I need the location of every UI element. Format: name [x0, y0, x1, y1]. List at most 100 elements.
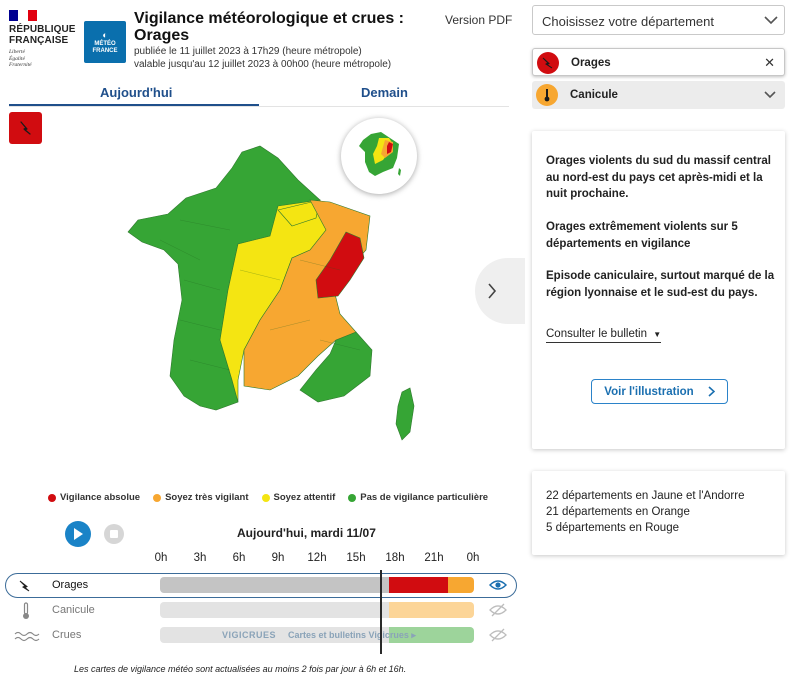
- active-tab-indicator: [9, 104, 259, 106]
- hour-tick: 3h: [193, 552, 207, 564]
- waves-icon: [14, 627, 40, 645]
- eye-slash-icon[interactable]: [489, 603, 507, 617]
- timeline-segment: [388, 602, 474, 618]
- tab-divider: [9, 106, 509, 107]
- update-footnote: Les cartes de vigilance météo sont actua…: [74, 664, 407, 674]
- storm-phenomenon-badge[interactable]: [9, 112, 42, 144]
- hour-tick: 18h: [385, 552, 405, 564]
- vigicrues-logo: VIGICRUES: [222, 630, 277, 640]
- thermometer-icon: [536, 84, 558, 106]
- hour-tick: 6h: [232, 552, 246, 564]
- vigicrues-link[interactable]: Cartes et bulletins Vigicrues ▸: [288, 630, 416, 640]
- motto-fraternite: Fraternité: [9, 62, 32, 68]
- hour-tick: 15h: [346, 552, 366, 564]
- filter-pill-label: Canicule: [570, 89, 618, 101]
- republic-name-line1: RÉPUBLIQUE: [9, 24, 76, 35]
- view-illustration-button[interactable]: Voir l'illustration: [591, 379, 728, 404]
- bulletin-paragraph: Orages extrêmement violents sur 5 départ…: [546, 221, 738, 250]
- timeline-bar-crues[interactable]: [160, 627, 474, 643]
- timeline-bar-orages[interactable]: [160, 577, 474, 593]
- row-label-canicule[interactable]: Canicule: [52, 604, 95, 616]
- close-icon[interactable]: ✕: [764, 55, 775, 70]
- department-count-card: 22 départements en Jaune et l'Andorre 21…: [532, 471, 785, 555]
- map-department-border: [159, 219, 361, 371]
- red-dot-icon: [48, 493, 56, 502]
- meteo-france-mark-icon: ◐: [102, 30, 108, 40]
- consult-bulletin-link[interactable]: Consulter le bulletin ▼: [546, 328, 662, 343]
- french-flag-icon: [9, 10, 37, 21]
- timeline-segment: [160, 627, 389, 643]
- page-title-line1: Vigilance météorologique et crues :: [134, 10, 404, 27]
- thermometer-icon: [17, 602, 35, 620]
- timeline-segment: [160, 577, 389, 593]
- legend-item-red: Vigilance absolue: [48, 492, 140, 503]
- row-label-crues[interactable]: Crues: [52, 629, 82, 641]
- timeline-bar-canicule[interactable]: [160, 602, 474, 618]
- hour-tick: 12h: [307, 552, 327, 564]
- published-date: publiée le 11 juillet 2023 à 17h29 (heur…: [134, 46, 362, 57]
- orange-dot-icon: [153, 493, 162, 502]
- chevron-right-icon: [708, 386, 715, 397]
- legend-label-orange: Soyez très vigilant: [165, 492, 249, 503]
- bulletin-paragraph: Episode caniculaire, surtout marqué de l…: [546, 270, 775, 299]
- filter-pill-canicule[interactable]: Canicule: [532, 81, 785, 109]
- consult-bulletin-label: Consulter le bulletin: [546, 328, 648, 340]
- meteo-logo-line2: FRANCE: [92, 48, 118, 54]
- tab-today[interactable]: Aujourd'hui: [100, 85, 173, 100]
- eye-slash-icon[interactable]: [489, 628, 507, 642]
- page-title-line2: Orages: [134, 27, 190, 44]
- bulletin-summary-card: Orages violents du sud du massif central…: [532, 131, 785, 449]
- count-red: 5 départements en Rouge: [546, 522, 679, 534]
- pdf-version-link[interactable]: Version PDF: [445, 13, 513, 27]
- chevron-down-icon: [764, 91, 776, 99]
- bulletin-paragraph: Orages violents du sud du massif central…: [546, 155, 771, 200]
- play-button[interactable]: [65, 521, 91, 547]
- mini-france-map-icon: [359, 132, 401, 176]
- caret-down-icon: ▼: [653, 330, 662, 339]
- view-illustration-label: Voir l'illustration: [604, 385, 694, 398]
- lightning-icon: [17, 577, 35, 595]
- legend-label-red: Vigilance absolue: [60, 492, 141, 503]
- chevron-down-icon: [764, 16, 778, 25]
- hour-tick: 21h: [424, 552, 444, 564]
- timeline-date-label: Aujourd'hui, mardi 11/07: [237, 526, 376, 540]
- hour-tick: 0h: [466, 552, 480, 564]
- selected-row-highlight: [5, 573, 517, 598]
- france-vigilance-map[interactable]: [120, 140, 430, 460]
- motto-liberte: Liberté: [9, 49, 25, 55]
- eye-icon[interactable]: [489, 578, 507, 592]
- vigicrues-overlay[interactable]: VIGICRUES Cartes et bulletins Vigicrues …: [222, 630, 416, 641]
- overview-inset-map[interactable]: [341, 118, 417, 194]
- map-region-corsica[interactable]: [395, 387, 415, 441]
- page-title: Vigilance météorologique et crues : Orag…: [134, 10, 414, 44]
- department-select[interactable]: Choisissez votre département: [532, 5, 785, 35]
- meteo-france-logo[interactable]: ◐ MÉTÉO FRANCE: [84, 21, 126, 63]
- map-region-green-southeast[interactable]: [299, 331, 373, 403]
- time-cursor[interactable]: [380, 570, 382, 654]
- next-map-button[interactable]: [475, 258, 525, 324]
- yellow-dot-icon: [261, 493, 270, 502]
- tab-tomorrow[interactable]: Demain: [361, 85, 408, 100]
- republique-francaise-logo: RÉPUBLIQUE FRANÇAISE Liberté Égalité Fra…: [9, 10, 75, 69]
- map-legend: Vigilance absolue Soyez très vigilant So…: [48, 492, 488, 503]
- lightning-icon: [19, 121, 31, 135]
- timeline-segment: [160, 602, 389, 618]
- timeline-segment: [388, 577, 448, 593]
- lightning-icon: [537, 52, 559, 74]
- legend-item-orange: Soyez très vigilant: [153, 492, 249, 503]
- legend-item-yellow: Soyez attentif: [261, 492, 336, 503]
- hour-tick: 9h: [271, 552, 285, 564]
- row-label-orages[interactable]: Orages: [52, 579, 89, 591]
- filter-pill-label: Orages: [571, 57, 611, 69]
- motto-egalite: Égalité: [9, 55, 25, 62]
- stop-button[interactable]: [104, 524, 124, 544]
- chevron-right-icon: [488, 283, 497, 299]
- map-region-yellow-northeast[interactable]: [277, 199, 321, 227]
- legend-label-green: Pas de vigilance particulière: [360, 492, 489, 503]
- legend-label-yellow: Soyez attentif: [273, 492, 336, 503]
- republic-name-line2: FRANÇAISE: [9, 35, 69, 46]
- meteo-logo-line1: MÉTÉO: [94, 41, 116, 47]
- filter-pill-orages[interactable]: Orages ✕: [532, 48, 785, 76]
- map-region-red[interactable]: [315, 231, 365, 299]
